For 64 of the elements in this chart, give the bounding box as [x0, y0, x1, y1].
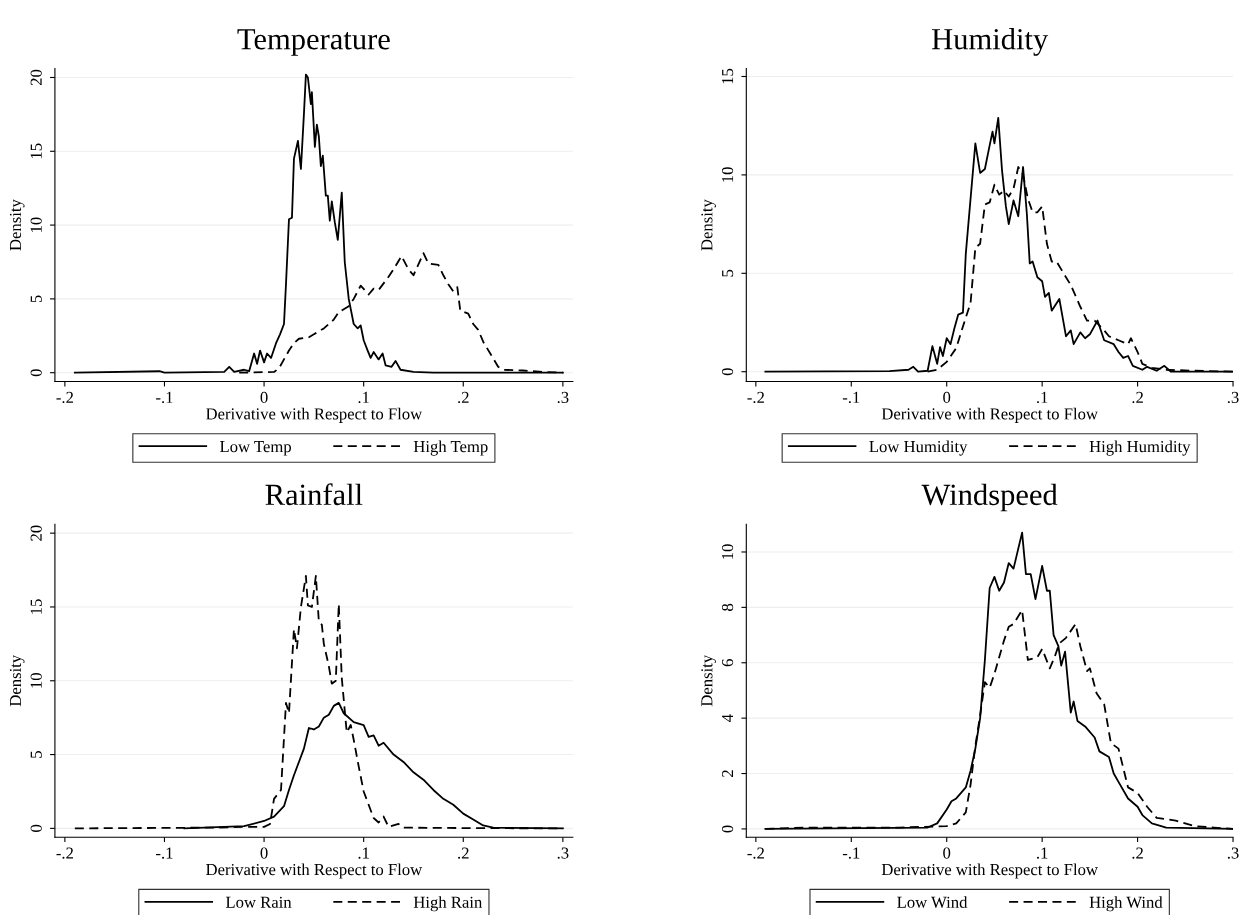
x-axis-title: Derivative with Respect to Flow [206, 863, 423, 879]
y-tick-label: 10 [721, 167, 734, 182]
y-tick-label: 10 [30, 673, 42, 688]
x-axis-title: Derivative with Respect to Flow [881, 407, 1098, 423]
x-tick-label: .2 [1132, 391, 1143, 404]
legend-label: Low Temp [219, 441, 291, 456]
x-tick-label: .3 [1227, 847, 1239, 859]
x-tick-label: -.1 [842, 847, 860, 859]
y-tick-label: 15 [722, 68, 734, 84]
y-tick-label: 10 [721, 544, 734, 559]
y-axis-title: Density [9, 654, 25, 707]
chart-title: Humidity [931, 27, 1049, 56]
legend-label: Low Wind [897, 896, 968, 908]
legend-label: High Humidity [1089, 440, 1191, 456]
x-tick-label: 0 [943, 391, 951, 404]
x-axis-title: Derivative with Respect to Flow [206, 407, 423, 423]
y-tick-label: 10 [30, 217, 42, 232]
legend-label: Low Rain [225, 896, 292, 908]
y-tick-label: 5 [722, 269, 734, 277]
legend-label: High Wind [1089, 896, 1163, 912]
y-tick-label: 15 [30, 143, 42, 159]
x-tick-label: .1 [1037, 391, 1048, 404]
x-tick-label: .3 [1227, 391, 1239, 404]
x-tick-label: -.1 [156, 847, 173, 859]
y-tick-label: 4 [722, 714, 734, 722]
x-tick-label: -.1 [842, 391, 860, 404]
y-tick-label: 8 [721, 603, 734, 611]
x-tick-label: 0 [943, 847, 951, 859]
y-tick-label: 2 [722, 770, 734, 777]
y-tick-label: 5 [30, 295, 42, 303]
x-tick-label: .3 [557, 847, 569, 859]
y-tick-label: 20 [30, 525, 42, 541]
x-tick-label: .3 [557, 391, 569, 404]
x-tick-label: 0 [260, 847, 268, 859]
legend-label: High Rain [413, 896, 483, 912]
y-tick-label: 15 [30, 599, 42, 614]
y-tick-label: 0 [721, 825, 734, 833]
chart-title: Rainfall [265, 483, 363, 506]
y-tick-label: 0 [30, 824, 42, 832]
y-axis-title: Density [9, 199, 25, 251]
x-tick-label: .1 [358, 391, 369, 404]
y-axis-title: Density [701, 199, 716, 251]
x-tick-label: .2 [1132, 847, 1143, 859]
x-tick-label: -.1 [156, 391, 173, 404]
y-axis-title: Density [701, 654, 716, 707]
x-tick-label: -.2 [747, 847, 764, 859]
y-tick-label: 5 [30, 751, 42, 758]
x-tick-label: .2 [458, 391, 469, 404]
chart-title: Windspeed [921, 483, 1058, 512]
y-tick-label: 6 [722, 659, 734, 667]
y-tick-label: 0 [30, 369, 42, 377]
chart-title: Temperature [237, 29, 390, 56]
legend-label: Low Humidity [869, 440, 968, 456]
x-tick-label: -.2 [747, 391, 764, 404]
x-tick-label: .1 [1037, 847, 1048, 859]
x-tick-label: -.2 [56, 847, 73, 859]
y-tick-label: 0 [721, 368, 734, 376]
x-tick-label: -.2 [56, 391, 73, 404]
x-tick-label: 0 [260, 391, 268, 404]
x-tick-label: .2 [458, 847, 469, 859]
legend-label: High Temp [413, 440, 488, 456]
x-tick-label: .1 [358, 847, 369, 859]
x-axis-title: Derivative with Respect to Flow [881, 863, 1098, 879]
y-tick-label: 20 [30, 69, 42, 86]
